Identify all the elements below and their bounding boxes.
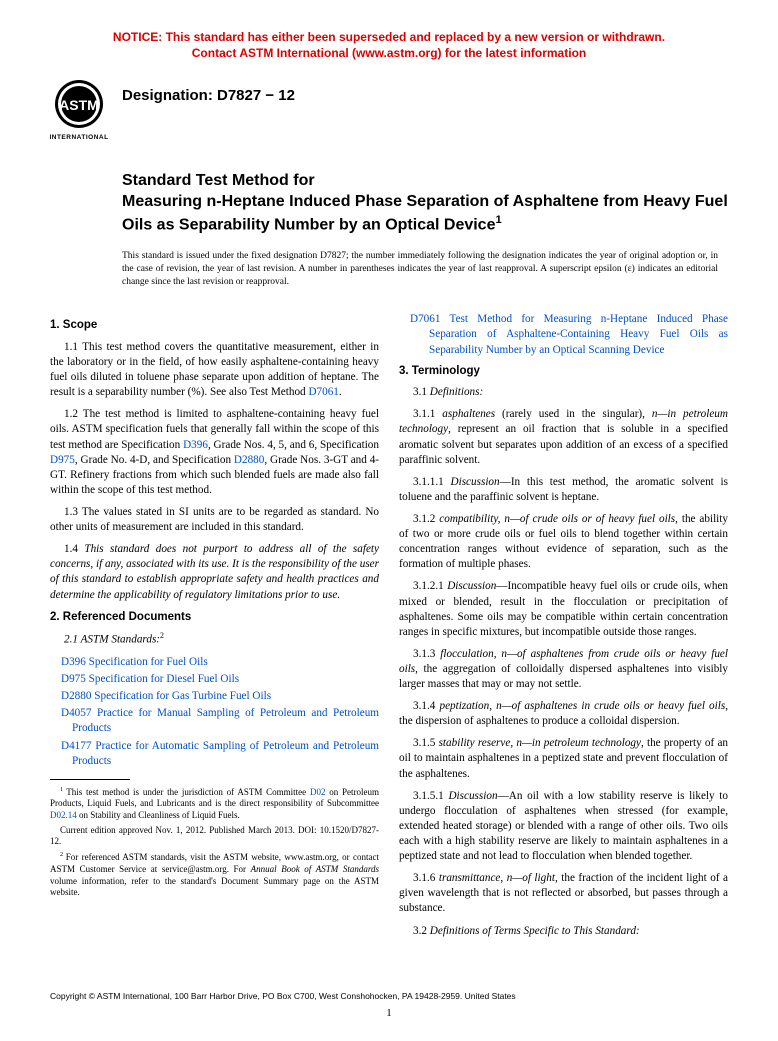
column-left: 1. Scope 1.1 This test method covers the… bbox=[50, 312, 379, 945]
ref-d4057: D4057 Practice for Manual Sampling of Pe… bbox=[50, 706, 379, 736]
link-d975[interactable]: D975 bbox=[50, 454, 75, 466]
page-number: 1 bbox=[0, 1007, 778, 1019]
copyright-line: Copyright © ASTM International, 100 Barr… bbox=[50, 991, 516, 1001]
page: NOTICE: This standard has either been su… bbox=[0, 0, 778, 1041]
ref-d4177: D4177 Practice for Automatic Sampling of… bbox=[50, 739, 379, 769]
refs-heading: 2. Referenced Documents bbox=[50, 610, 379, 626]
column-right: D7061 Test Method for Measuring n-Heptan… bbox=[399, 312, 728, 945]
title-main: Measuring n-Heptane Induced Phase Separa… bbox=[122, 192, 728, 236]
para-3-1-4: 3.1.4 peptization, n—of asphaltenes in c… bbox=[399, 699, 728, 729]
title-block: Standard Test Method for Measuring n-Hep… bbox=[122, 171, 728, 236]
footnote-1b: Current edition approved Nov. 1, 2012. P… bbox=[50, 825, 379, 848]
para-1-4: 1.4 This standard does not purport to ad… bbox=[50, 542, 379, 602]
notice-line-1: NOTICE: This standard has either been su… bbox=[113, 30, 665, 44]
para-1-3: 1.3 The values stated in SI units are to… bbox=[50, 505, 379, 535]
para-3-1-1-1: 3.1.1.1 Discussion—In this test method, … bbox=[399, 475, 728, 505]
para-1-1: 1.1 This test method covers the quantita… bbox=[50, 340, 379, 400]
link-d2880[interactable]: D2880 bbox=[234, 454, 264, 466]
link-d396[interactable]: D396 bbox=[183, 439, 208, 451]
footnote-1: 1 This test method is under the jurisdic… bbox=[50, 786, 379, 822]
ref-d2880: D2880 Specification for Gas Turbine Fuel… bbox=[50, 689, 379, 704]
scope-heading: 1. Scope bbox=[50, 318, 379, 334]
para-3-1-6: 3.1.6 transmittance, n—of light, the fra… bbox=[399, 871, 728, 916]
logo-text-bottom: INTERNATIONAL bbox=[50, 134, 108, 141]
term-heading: 3. Terminology bbox=[399, 364, 728, 380]
ref-d396: D396 Specification for Fuel Oils bbox=[50, 655, 379, 670]
header-row: ASTM INTERNATIONAL Designation: D7827 − … bbox=[50, 79, 728, 141]
notice-banner: NOTICE: This standard has either been su… bbox=[50, 30, 728, 61]
para-3-1-3: 3.1.3 flocculation, n—of asphaltenes fro… bbox=[399, 647, 728, 692]
para-1-2: 1.2 The test method is limited to asphal… bbox=[50, 407, 379, 498]
ref-d975: D975 Specification for Diesel Fuel Oils bbox=[50, 672, 379, 687]
footnote-rule bbox=[50, 779, 130, 780]
body-columns: 1. Scope 1.1 This test method covers the… bbox=[50, 312, 728, 945]
para-3-1-5-1: 3.1.5.1 Discussion—An oil with a low sta… bbox=[399, 789, 728, 865]
notice-line-2: Contact ASTM International (www.astm.org… bbox=[192, 46, 586, 60]
title-sup: 1 bbox=[495, 214, 501, 226]
ref-d7061: D7061 Test Method for Measuring n-Heptan… bbox=[399, 312, 728, 357]
para-3-1-2-1: 3.1.2.1 Discussion—Incompatible heavy fu… bbox=[399, 579, 728, 639]
defs-head: 3.1 Definitions: bbox=[399, 385, 728, 400]
para-3-2: 3.2 Definitions of Terms Specific to Thi… bbox=[399, 924, 728, 939]
para-3-1-5: 3.1.5 stability reserve, n—in petroleum … bbox=[399, 736, 728, 781]
para-3-1-1: 3.1.1 asphaltenes (rarely used in the si… bbox=[399, 407, 728, 467]
title-prefix: Standard Test Method for bbox=[122, 171, 728, 192]
astm-logo: ASTM INTERNATIONAL bbox=[50, 79, 108, 141]
para-3-1-2: 3.1.2 compatibility, n—of crude oils or … bbox=[399, 512, 728, 572]
designation-label: Designation: D7827 − 12 bbox=[122, 87, 295, 104]
issuance-note: This standard is issued under the fixed … bbox=[122, 250, 728, 288]
link-d7061[interactable]: D7061 bbox=[308, 386, 338, 398]
refs-sub: 2.1 ASTM Standards:2 bbox=[50, 631, 379, 648]
logo-text-top: ASTM bbox=[59, 97, 99, 113]
footnote-2: 2 For referenced ASTM standards, visit t… bbox=[50, 851, 379, 899]
